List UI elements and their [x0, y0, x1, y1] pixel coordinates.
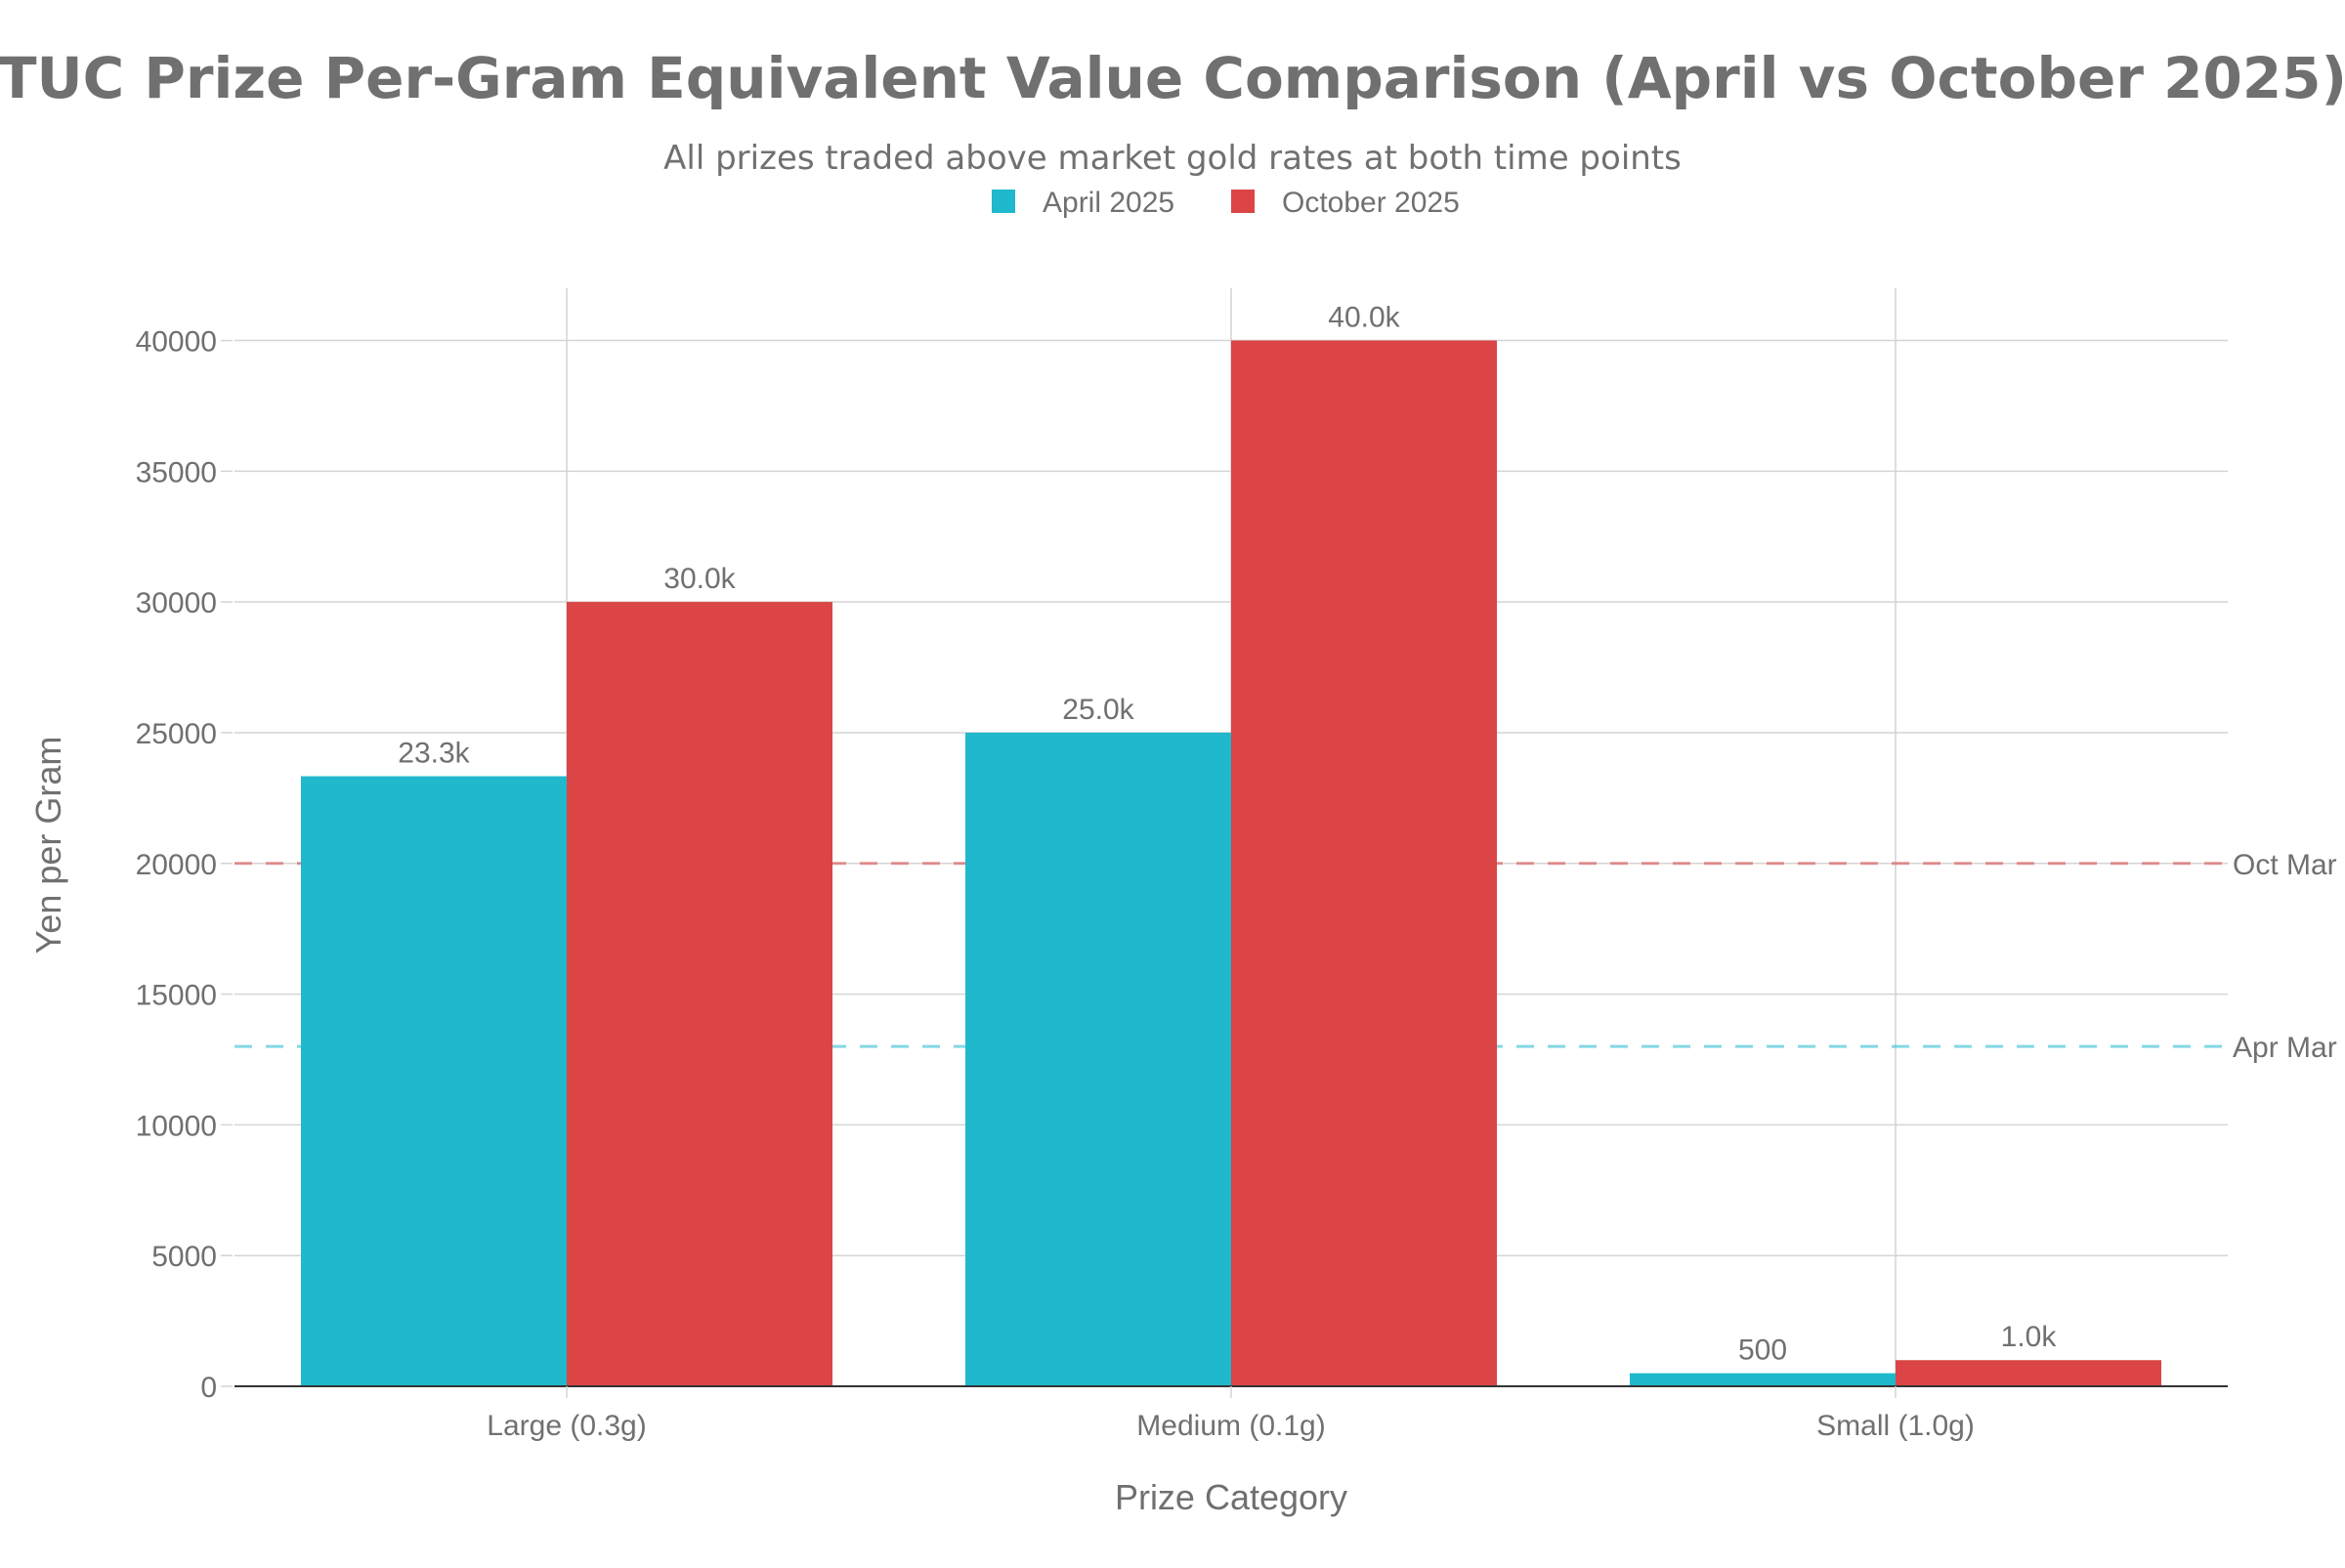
chart-subtitle: All prizes traded above market gold rate… [663, 139, 1682, 178]
bar-october-0 [567, 602, 832, 1386]
legend[interactable]: April 2025 October 2025 [992, 187, 1460, 219]
legend-item-april[interactable]: April 2025 [992, 187, 1174, 219]
y-tick-label: 10000 [136, 1110, 217, 1142]
legend-swatch [992, 190, 1015, 213]
x-axis-title: Prize Category [1115, 1477, 1347, 1517]
bars: 23.3k 25.0k 500 30.0k 40.0k 1.0k [301, 302, 2161, 1386]
axes: 0 5000 10000 15000 20000 25000 30000 35000 40000… [136, 326, 2228, 1442]
bar-october-2 [1896, 1360, 2161, 1386]
bar-october-1 [1231, 340, 1497, 1386]
x-tick-label: Small (1.0g) [1816, 1410, 1975, 1442]
y-tick-label: 5000 [151, 1241, 217, 1273]
legend-item-october[interactable]: October 2025 [1231, 187, 1460, 219]
data-label: 25.0k [1062, 694, 1134, 726]
reference-line-label: Apr Mar [2233, 1032, 2337, 1064]
x-tick-label: Medium (0.1g) [1136, 1410, 1325, 1442]
y-tick-label: 25000 [136, 718, 217, 750]
legend-label: April 2025 [1043, 187, 1174, 219]
y-tick-label: 35000 [136, 456, 217, 488]
bar-april-0 [301, 776, 567, 1386]
legend-swatch [1231, 190, 1255, 213]
y-tick-label: 15000 [136, 980, 217, 1012]
reference-lines: Oct Mar Apr Mar [234, 849, 2337, 1064]
data-label: 500 [1738, 1335, 1787, 1367]
y-tick-label: 0 [200, 1372, 217, 1404]
bar-april-1 [965, 732, 1231, 1386]
data-label: 1.0k [2001, 1321, 2058, 1353]
chart-title: TUC Prize Per-Gram Equivalent Value Comp… [0, 45, 2345, 111]
y-tick-label: 20000 [136, 849, 217, 881]
y-tick-label: 30000 [136, 587, 217, 619]
data-label: 23.3k [398, 738, 470, 770]
x-tick-label: Large (0.3g) [487, 1410, 646, 1442]
reference-line-label: Oct Mar [2233, 849, 2337, 881]
data-label: 40.0k [1328, 302, 1400, 334]
y-tick-label: 40000 [136, 326, 217, 359]
y-axis-title: Yen per Gram [28, 737, 68, 954]
bar-april-2 [1630, 1373, 1896, 1386]
data-label: 30.0k [663, 563, 736, 595]
legend-label: October 2025 [1282, 187, 1460, 219]
